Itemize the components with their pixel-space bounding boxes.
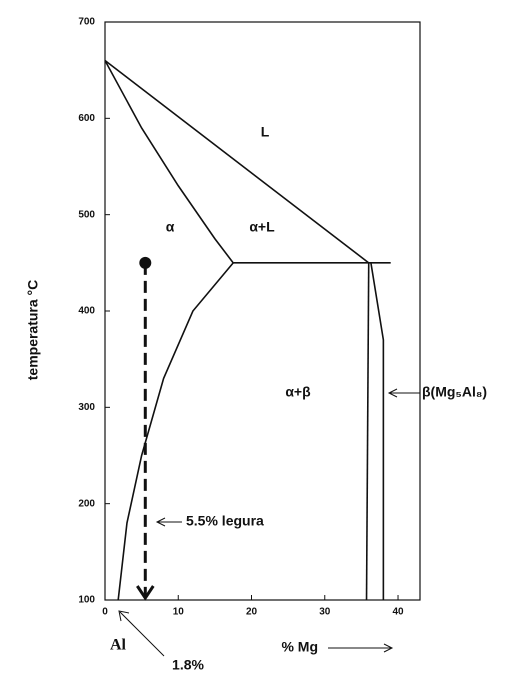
phase-boundary <box>370 262 385 600</box>
y-tick-label: 500 <box>78 209 95 220</box>
x-tick-label: 40 <box>392 607 404 618</box>
beta-arrowhead <box>387 388 398 398</box>
x-axis-label: % Mg <box>281 639 318 655</box>
y-tick-label: 600 <box>78 113 95 124</box>
annotation: α+L <box>249 219 275 235</box>
cooling-arrowhead <box>136 585 155 601</box>
y-tick-label: 300 <box>78 402 95 413</box>
y-tick-label: 400 <box>78 306 95 317</box>
y-tick-label: 700 <box>78 17 95 28</box>
annotation: 1.8% <box>172 657 204 673</box>
phase-boundary <box>104 60 234 264</box>
solvus-arrowhead <box>118 610 130 622</box>
x-label-arrowhead <box>383 643 394 653</box>
x-tick-label: 10 <box>173 607 185 618</box>
x-tick-label: 0 <box>102 607 108 618</box>
phase-boundary <box>117 262 234 601</box>
phase-boundary <box>104 59 370 264</box>
alloy-start <box>139 256 152 269</box>
x-tick-label: 20 <box>246 607 258 618</box>
annotation: α+β <box>285 384 311 400</box>
annotation: α <box>166 219 175 235</box>
y-axis-label: temperatura °C <box>25 280 41 381</box>
annotation: Al <box>110 637 127 654</box>
annotation: 5.5% legura <box>186 513 264 529</box>
annotation: L <box>261 124 270 140</box>
phase-boundary <box>365 262 370 601</box>
solvus-arrow <box>119 611 165 657</box>
alloy-arrowhead <box>155 517 166 527</box>
annotation: β(Mg₅Al₈) <box>422 384 487 400</box>
y-tick-label: 100 <box>78 595 95 606</box>
y-tick-label: 200 <box>78 498 95 509</box>
x-tick-label: 30 <box>319 607 331 618</box>
